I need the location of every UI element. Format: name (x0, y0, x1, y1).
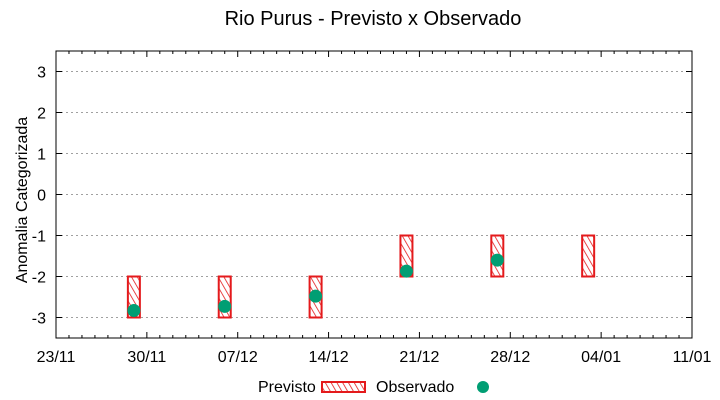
y-tick-label: -1 (32, 229, 46, 246)
y-tick-label: 2 (37, 106, 46, 123)
observed-points (127, 253, 504, 318)
x-tick-label: 11/01 (673, 349, 712, 366)
observed-point (127, 304, 141, 318)
y-tick-label: -3 (32, 311, 46, 328)
x-tick-label: 28/12 (490, 349, 530, 366)
observed-point (218, 299, 232, 313)
legend: Previsto Observado (258, 379, 489, 396)
y-tick-label: 0 (37, 188, 46, 205)
chart-title: Rio Purus - Previsto x Observado (224, 8, 522, 30)
y-tick-label: 1 (37, 147, 46, 164)
x-axis: 23/11 30/11 07/12 14/12 21/12 28/12 04/01 11/01 (37, 51, 712, 366)
legend-observado-marker (477, 381, 489, 393)
x-tick-label: 04/01 (581, 349, 621, 366)
observed-point (399, 264, 413, 278)
x-tick-label: 30/11 (127, 349, 166, 366)
x-tick-label: 23/11 (37, 349, 76, 366)
legend-previsto-label: Previsto (258, 379, 316, 396)
x-tick-label: 14/12 (309, 349, 349, 366)
y-tick-label: -2 (32, 270, 46, 287)
y-axis: 3 2 1 0 -1 -2 -3 (32, 65, 692, 328)
x-tick-label: 21/12 (399, 349, 439, 366)
observed-point (490, 253, 504, 267)
x-tick-label: 07/12 (218, 349, 258, 366)
y-axis-label: Anomalia Categorizada (14, 117, 31, 283)
legend-observado-label: Observado (376, 379, 454, 396)
legend-previsto-swatch (321, 381, 366, 393)
grid-lines (56, 71, 692, 318)
observed-point (309, 289, 323, 303)
forecast-box (581, 234, 596, 278)
y-tick-label: 3 (37, 65, 46, 82)
